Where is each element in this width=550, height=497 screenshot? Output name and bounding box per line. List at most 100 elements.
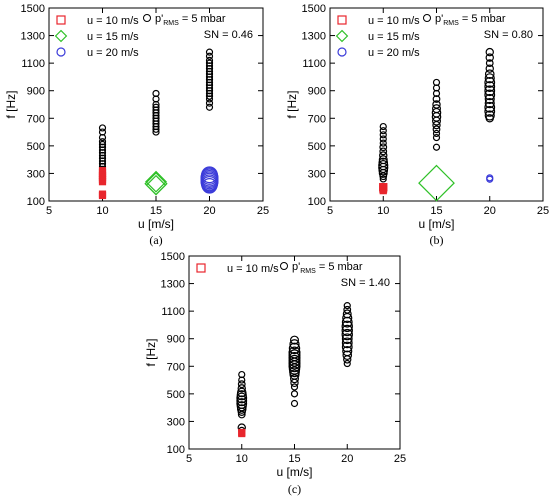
x-tick-label: 10 [96, 205, 108, 217]
y-axis-label: f [Hz] [144, 338, 158, 366]
chart-panel-b: 5 10 15 20 25 100 300 500 700 900 1100 1300 1500 u [m… [285, 3, 549, 247]
y-tick-label: 1100 [21, 58, 45, 70]
data-point [341, 337, 353, 349]
legend-label: u = 15 m/s [87, 31, 139, 43]
data-point [205, 103, 214, 111]
y-tick-label: 1300 [21, 31, 45, 43]
data-point [145, 170, 167, 193]
legend-label: u = 10 m/s [368, 15, 420, 27]
chart-panel-c: 5 10 15 20 25 100 300 500 700 900 1100 1300 1500 u [m… [144, 251, 406, 496]
data-point [205, 92, 214, 100]
data-point [432, 133, 441, 142]
data-point [343, 302, 351, 310]
legend-label: u = 20 m/s [87, 47, 139, 59]
data-point [379, 135, 387, 143]
data-point [236, 404, 247, 414]
y-tick-label: 500 [308, 141, 326, 153]
annotation: p'RMS = 5 mbar SN = 0.80 [423, 13, 533, 41]
legend-marker-square [196, 263, 206, 273]
reference-label-tail: = 5 mbar [316, 261, 363, 273]
data-point [484, 81, 496, 92]
series-3 [486, 174, 494, 183]
x-axis-label: u [m/s] [418, 217, 454, 231]
data-point [342, 312, 353, 324]
data-point [379, 172, 388, 181]
y-tick-label: 500 [27, 141, 45, 153]
reference-label-tail: = 5 mbar [179, 13, 226, 25]
series-3 [200, 166, 219, 194]
y-tick-label: 300 [27, 168, 45, 180]
data-point [98, 124, 107, 132]
y-tick-label: 100 [27, 196, 45, 208]
y-tick-label: 1500 [302, 3, 326, 15]
data-point [205, 95, 214, 103]
x-tick-label: 5 [186, 453, 192, 465]
legend-label: u = 20 m/s [368, 47, 420, 59]
reference-marker [280, 262, 288, 270]
legend: u = 10 m/s u = 15 m/s u = 20 m/s [335, 15, 420, 59]
y-tick-label: 1300 [302, 31, 326, 43]
data-point [379, 175, 387, 183]
data-point [379, 151, 388, 160]
annotation: p'RMS = 5 mbar SN = 0.46 [143, 13, 253, 41]
data-point [152, 125, 160, 133]
data-point [290, 383, 299, 391]
reference-label-main: p' [155, 13, 163, 25]
data-point [290, 399, 299, 408]
x-tick-label: 5 [327, 205, 333, 217]
reference-label: p'RMS = 5 mbar [435, 13, 506, 27]
data-point [484, 89, 496, 101]
data-point [432, 129, 441, 138]
x-tick-label: 25 [394, 453, 406, 465]
y-tick-label: 300 [308, 168, 326, 180]
y-tick-label: 900 [308, 86, 326, 98]
series-1 [379, 183, 388, 195]
data-point [98, 133, 107, 142]
x-tick-label: 10 [236, 453, 248, 465]
y-tick-label: 300 [167, 416, 185, 428]
data-point [379, 147, 388, 156]
reference-label: p'RMS = 5 mbar [155, 13, 226, 27]
data-point [484, 93, 495, 105]
swirl-number-label: SN = 1.40 [341, 277, 390, 289]
reference-label-tail: = 5 mbar [459, 13, 506, 25]
data-point [418, 164, 455, 202]
chart-panel-a: 5 10 15 20 25 100 300 500 700 900 1100 1300 1500 u [m… [4, 3, 269, 247]
data-point [205, 48, 214, 56]
y-tick-label: 1500 [161, 251, 185, 263]
data-point [484, 77, 496, 88]
data-point [290, 374, 300, 384]
data-point [289, 339, 300, 350]
data-point [484, 105, 496, 117]
reference-label-sub: RMS [300, 268, 316, 275]
series-1 [98, 167, 107, 200]
series-0 [98, 48, 214, 173]
data-point [341, 341, 353, 353]
reference-label-sub: RMS [443, 20, 459, 27]
y-tick-label: 1300 [161, 279, 185, 291]
data-point [342, 350, 353, 361]
data-point [432, 95, 441, 103]
x-tick-label: 20 [203, 205, 215, 217]
data-point [432, 120, 441, 130]
data-point [98, 178, 107, 186]
data-point [341, 328, 353, 341]
reference-label: p'RMS = 5 mbar [292, 261, 363, 275]
x-tick-label: 15 [150, 205, 162, 217]
legend-label: u = 15 m/s [368, 31, 420, 43]
y-axis-label: f [Hz] [4, 90, 18, 118]
y-tick-label: 1100 [161, 306, 185, 318]
panel-caption: (c) [288, 482, 301, 496]
y-tick-label: 1100 [302, 58, 326, 70]
x-tick-label: 25 [537, 205, 549, 217]
x-tick-label: 25 [257, 205, 269, 217]
data-point [484, 69, 495, 79]
data-point [379, 127, 387, 135]
x-tick-label: 5 [46, 205, 52, 217]
data-point [237, 380, 246, 389]
data-point [341, 333, 353, 345]
x-axis-label: u [m/s] [138, 217, 174, 231]
data-point [432, 125, 441, 134]
data-point [485, 47, 494, 57]
data-point [236, 392, 248, 404]
